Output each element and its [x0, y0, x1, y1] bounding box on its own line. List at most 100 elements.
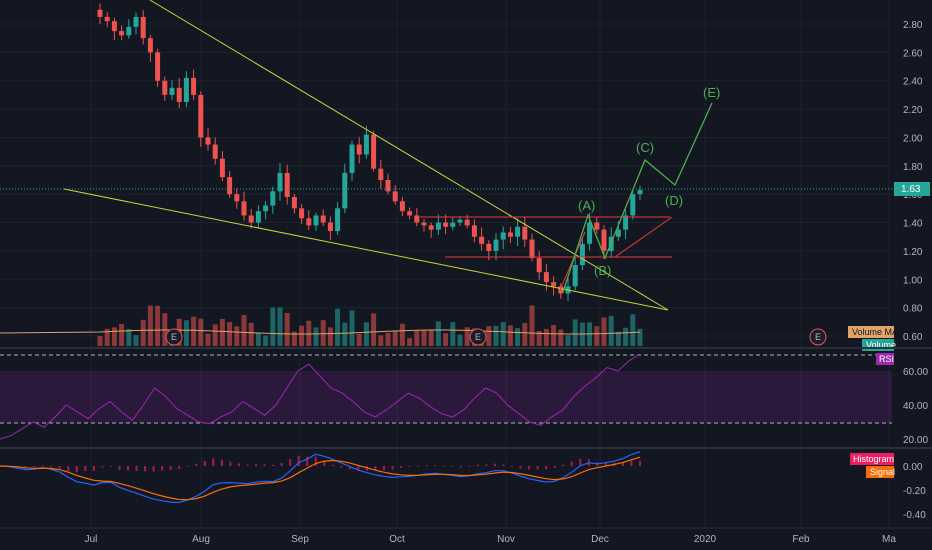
candle-body	[630, 194, 636, 216]
histogram-bar	[528, 466, 531, 470]
histogram-bar	[195, 463, 198, 466]
time-axis[interactable]: Jul Aug Sep Oct Nov Dec 2020 Feb Ma	[85, 534, 897, 545]
histogram-bar	[237, 463, 240, 466]
volume-bar	[198, 318, 204, 346]
volume-bar	[97, 335, 103, 346]
candle-body	[284, 172, 290, 198]
candle-body	[212, 144, 218, 159]
price-tick-label: 1.80	[903, 162, 923, 173]
candle-body	[399, 201, 405, 212]
volume-bar	[219, 318, 225, 346]
volume-bar	[371, 313, 377, 346]
macd-tick-label: -0.20	[903, 486, 926, 497]
histogram-bar	[263, 464, 266, 466]
volume-bar	[119, 323, 125, 346]
volume-label: Volume	[866, 340, 896, 350]
wedge-lower-trendline[interactable]	[63, 188, 669, 311]
histogram-bar	[50, 466, 53, 467]
candle-body	[464, 219, 470, 226]
candle-body	[248, 215, 254, 223]
volume-bar	[486, 326, 492, 346]
volume-bar	[313, 327, 319, 346]
volume-bar	[421, 330, 427, 346]
candle-body	[306, 218, 312, 226]
candle-body	[198, 94, 204, 138]
candle-body	[205, 137, 211, 145]
volume-bar	[536, 330, 542, 346]
candle-body	[169, 87, 175, 95]
rsi-tick-label: 60.00	[903, 367, 928, 378]
svg-text:E: E	[475, 332, 481, 342]
volume-bar	[558, 329, 564, 346]
histogram-bar	[280, 462, 283, 466]
histogram-bar	[502, 464, 505, 466]
volume-bar	[140, 319, 146, 346]
volume-bar	[191, 316, 197, 346]
histogram-bar	[297, 455, 300, 466]
triangle-rising-line[interactable]	[614, 216, 673, 258]
wedge-upper-trendline[interactable]	[149, 0, 669, 311]
time-tick-label: 2020	[694, 534, 717, 545]
candle-body	[543, 272, 549, 283]
histogram-bar	[135, 466, 138, 471]
histogram-bar	[331, 464, 334, 466]
candle-body	[421, 222, 427, 226]
volume-bar	[133, 335, 139, 346]
time-tick-label: Nov	[497, 534, 515, 545]
volume-bar	[212, 324, 218, 346]
volume-ma-tag	[848, 326, 894, 338]
histogram-label: Histogram	[853, 454, 894, 464]
candle-body	[486, 243, 492, 251]
candle-body	[385, 180, 391, 192]
volume-bar	[356, 333, 362, 346]
price-axis[interactable]: 0.600.801.001.201.401.601.802.002.202.40…	[903, 20, 923, 343]
volume-bar	[342, 322, 348, 346]
volume-bar	[623, 327, 629, 346]
volume-bar	[248, 322, 254, 346]
histogram-bar	[109, 466, 112, 467]
candle-body	[450, 222, 456, 227]
volume-bar	[183, 320, 189, 346]
volume-bar	[277, 307, 283, 346]
volume-bar	[543, 328, 549, 346]
histogram-bar	[519, 466, 522, 469]
current-price-label: 1.63	[901, 184, 921, 195]
candle-body	[356, 144, 362, 155]
volume-bar	[270, 307, 276, 346]
candle-body	[579, 243, 585, 266]
volume-bar	[263, 335, 269, 346]
candle-body	[594, 222, 600, 230]
histogram-bar	[425, 465, 428, 466]
volume-bar	[234, 326, 240, 346]
candle-body	[241, 201, 247, 216]
histogram-bar	[24, 466, 27, 468]
wave-label-b: (B)	[594, 263, 611, 278]
rsi-axis[interactable]: 20.00 40.00 60.00	[903, 367, 928, 446]
volume-bar	[385, 332, 391, 346]
time-tick-label: Sep	[291, 534, 309, 545]
candle-body	[443, 222, 449, 227]
candle-body	[176, 87, 182, 102]
histogram-bar	[493, 463, 496, 466]
macd-axis[interactable]: -0.40 -0.20 0.00	[903, 462, 926, 521]
candle-body	[428, 225, 434, 230]
histogram-bar	[383, 466, 385, 471]
candle-body	[263, 205, 269, 212]
candle-body	[162, 80, 168, 95]
earnings-marker[interactable]: E	[809, 328, 827, 346]
volume-bar	[630, 314, 636, 346]
earnings-marker[interactable]: E	[469, 328, 487, 346]
histogram-bar	[468, 466, 471, 467]
candle-body	[471, 225, 477, 237]
histogram-bar	[118, 466, 121, 470]
earnings-marker[interactable]: E	[165, 328, 183, 346]
histogram-bar	[127, 466, 129, 471]
volume-bar	[205, 333, 211, 346]
candle-body	[327, 222, 333, 232]
volume-bar	[601, 317, 607, 346]
elliott-wave-path[interactable]	[562, 102, 713, 293]
volume-bar	[363, 322, 369, 346]
volume-bar	[320, 320, 326, 346]
candle-body	[133, 16, 139, 27]
